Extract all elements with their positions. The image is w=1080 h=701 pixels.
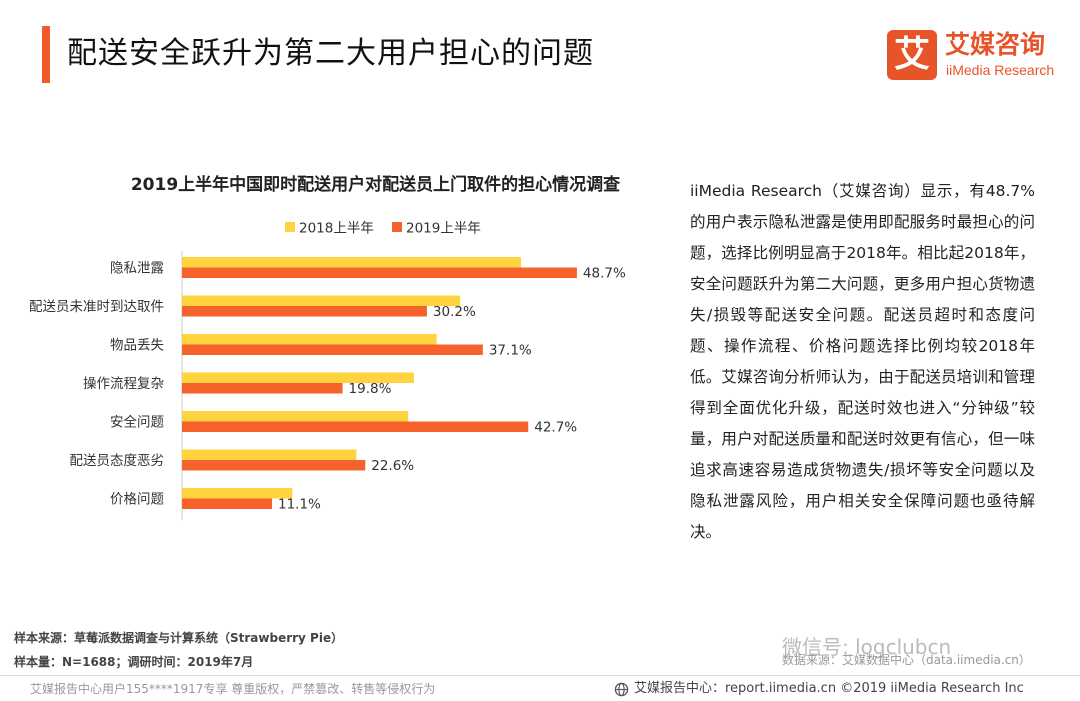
sample-source: 样本来源：草莓派数据调查与计算系统（Strawberry Pie）: [14, 631, 344, 645]
category-label: 配送员未准时到达取件: [29, 299, 164, 315]
data-label: 22.6%: [371, 458, 414, 474]
bar-2018: [182, 372, 414, 383]
bar-2018: [182, 449, 357, 460]
data-label: 30.2%: [433, 304, 476, 320]
legend-label: 2018上半年: [299, 221, 374, 237]
bar-2019: [182, 460, 366, 471]
category-label: 安全问题: [110, 414, 164, 431]
data-label: 48.7%: [583, 266, 626, 282]
globe-icon: [614, 682, 629, 696]
sample-size: 样本量：N=1688；调研时间：2019年7月: [14, 655, 254, 669]
bar-2019: [182, 421, 529, 432]
legend-label: 2019上半年: [406, 221, 481, 237]
category-label: 配送员态度恶劣: [70, 453, 165, 469]
footer-site-text: 艾媒报告中心：report.iimedia.cn ©2019 iiMedia R…: [634, 681, 1024, 696]
data-label: 37.1%: [489, 343, 532, 359]
bar-2019: [182, 344, 483, 355]
iimedia-logo: 艾 艾媒咨询 iiMedia Research: [887, 30, 1067, 82]
category-label: 隐私泄露: [110, 261, 164, 277]
title-accent-bar: [42, 26, 50, 83]
analysis-paragraph: iiMedia Research（艾媒咨询）显示，有48.7%的用户表示隐私泄露…: [690, 182, 1035, 541]
footer-site-info: 艾媒报告中心：report.iimedia.cn ©2019 iiMedia R…: [614, 680, 1024, 698]
logo-name-en: iiMedia Research: [946, 62, 1055, 78]
data-label: 11.1%: [278, 497, 321, 513]
legend-swatch: [392, 222, 402, 232]
bar-2019: [182, 267, 577, 278]
bar-2018: [182, 411, 409, 422]
bar-2018: [182, 257, 521, 268]
bar-2018: [182, 295, 461, 306]
page-title: 配送安全跃升为第二大用户担心的问题: [67, 36, 594, 71]
data-label: 42.7%: [534, 420, 577, 436]
logo-badge-icon: 艾: [887, 30, 937, 80]
bar-2019: [182, 306, 427, 317]
category-label: 操作流程复杂: [83, 375, 164, 392]
data-label: 19.8%: [349, 381, 392, 397]
bar-2018: [182, 488, 293, 499]
bar-2019: [182, 498, 273, 509]
wechat-watermark: 微信号: logclubcn: [782, 635, 952, 659]
data-source-note: 数据来源：艾媒数据中心（data.iimedia.cn）: [782, 653, 1031, 667]
category-label: 价格问题: [110, 492, 164, 508]
logo-name-cn: 艾媒咨询: [945, 30, 1046, 59]
bar-2019: [182, 383, 343, 394]
footer-divider: [0, 675, 1080, 676]
category-label: 物品丢失: [110, 338, 164, 354]
footer-copyright-notice: 艾媒报告中心用户155****1917专享 尊重版权，严禁篡改、转售等侵权行为: [30, 682, 436, 696]
chart-title: 2019上半年中国即时配送用户对配送员上门取件的担心情况调查: [130, 175, 621, 195]
bar-2018: [182, 334, 437, 345]
legend-swatch: [285, 222, 295, 232]
